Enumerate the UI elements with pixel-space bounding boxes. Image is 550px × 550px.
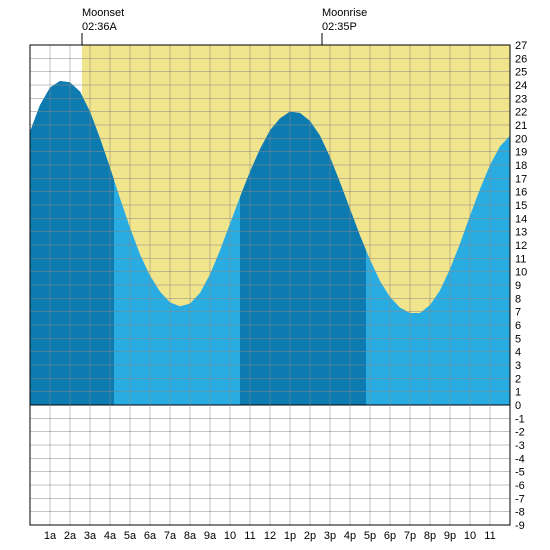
x-tick-label: 2p: [304, 530, 316, 542]
y-tick-label: 8: [515, 293, 521, 305]
x-tick-label: 1a: [44, 530, 57, 542]
x-tick-label: 10: [224, 530, 236, 542]
y-tick-label: 23: [515, 93, 527, 105]
y-tick-label: -8: [515, 507, 525, 519]
x-tick-label: 11: [484, 530, 495, 542]
x-tick-label: 4p: [344, 530, 356, 542]
y-tick-label: -3: [515, 440, 525, 452]
x-tick-label: 7p: [404, 530, 416, 542]
y-tick-label: 6: [515, 320, 521, 332]
x-tick-label: 5a: [124, 530, 137, 542]
event-time: 02:35P: [322, 21, 357, 33]
y-tick-label: 11: [515, 253, 526, 265]
x-tick-label: 10: [464, 530, 476, 542]
x-tick-label: 4a: [104, 530, 117, 542]
y-tick-label: 17: [515, 173, 527, 185]
x-tick-label: 1p: [284, 530, 296, 542]
y-tick-label: 1: [515, 387, 521, 399]
y-tick-label: 7: [515, 307, 521, 319]
y-tick-label: 15: [515, 200, 527, 212]
y-tick-label: 14: [515, 213, 527, 225]
x-tick-label: 8a: [184, 530, 197, 542]
y-tick-label: 24: [515, 80, 527, 92]
y-tick-label: 20: [515, 133, 527, 145]
x-tick-label: 9a: [204, 530, 217, 542]
x-tick-label: 8p: [424, 530, 436, 542]
y-tick-label: 9: [515, 280, 521, 292]
y-tick-label: 19: [515, 147, 527, 159]
event-title: Moonset: [82, 7, 124, 19]
y-tick-label: -5: [515, 467, 525, 479]
event-title: Moonrise: [322, 7, 367, 19]
y-tick-label: 2: [515, 373, 521, 385]
x-tick-label: 11: [244, 530, 255, 542]
y-tick-label: 12: [515, 240, 527, 252]
x-tick-label: 3p: [324, 530, 336, 542]
y-tick-label: 18: [515, 160, 527, 172]
y-tick-label: 25: [515, 67, 527, 79]
x-tick-label: 7a: [164, 530, 177, 542]
y-tick-label: 0: [515, 400, 521, 412]
y-tick-label: 3: [515, 360, 521, 372]
y-tick-label: 22: [515, 107, 527, 119]
y-tick-label: 27: [515, 40, 527, 52]
x-tick-label: 9p: [444, 530, 456, 542]
y-tick-label: -6: [515, 480, 525, 492]
x-tick-label: 5p: [364, 530, 376, 542]
x-tick-label: 12: [264, 530, 276, 542]
event-time: 02:36A: [82, 21, 118, 33]
y-tick-label: 16: [515, 187, 527, 199]
y-tick-label: 4: [515, 347, 521, 359]
y-tick-label: 26: [515, 53, 527, 65]
x-tick-label: 2a: [64, 530, 77, 542]
x-tick-label: 3a: [84, 530, 97, 542]
y-tick-label: -2: [515, 427, 525, 439]
x-tick-label: 6p: [384, 530, 396, 542]
x-tick-label: 6a: [144, 530, 157, 542]
y-tick-label: 10: [515, 267, 527, 279]
y-tick-label: -9: [515, 520, 525, 532]
y-tick-label: -7: [515, 493, 525, 505]
y-tick-label: 5: [515, 333, 521, 345]
y-tick-label: -1: [515, 413, 525, 425]
y-tick-label: 21: [515, 120, 527, 132]
y-tick-label: -4: [515, 453, 525, 465]
y-tick-label: 13: [515, 227, 527, 239]
